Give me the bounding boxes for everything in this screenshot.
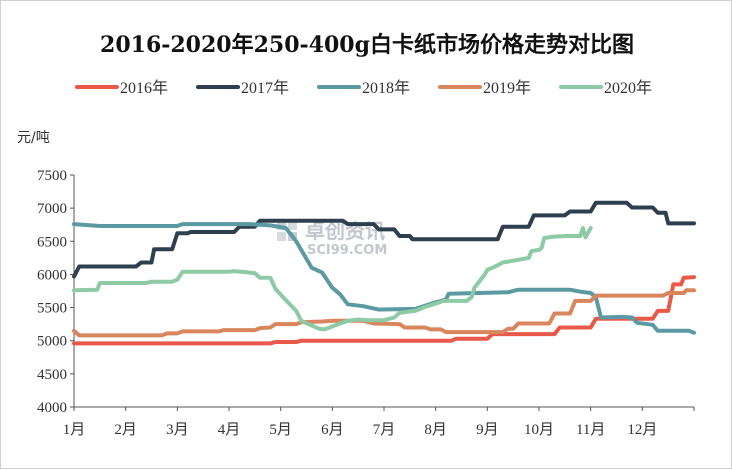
y-tick-label: 4500 xyxy=(37,367,67,383)
series-layer xyxy=(72,200,696,346)
y-tick-label: 5000 xyxy=(37,334,67,350)
y-tick-label: 6000 xyxy=(37,267,67,283)
series-line-2 xyxy=(72,200,696,279)
y-tick-label: 7000 xyxy=(37,201,67,217)
series-line-4 xyxy=(72,288,696,338)
legend-label: 2016年 xyxy=(120,79,168,97)
watermark-en-text: SCI99.COM xyxy=(307,243,387,258)
x-tick-label: 9月 xyxy=(476,422,499,438)
x-tick-label: 8月 xyxy=(424,422,447,438)
series-line-5 xyxy=(72,226,593,332)
x-tick-label: 11月 xyxy=(576,422,605,438)
legend-label: 2020年 xyxy=(604,79,652,97)
x-tick-label: 2月 xyxy=(114,422,137,438)
axes xyxy=(73,175,694,408)
legend-label: 2018年 xyxy=(362,79,410,97)
x-tick-label: 4月 xyxy=(218,422,241,438)
x-tick-label: 10月 xyxy=(524,422,554,438)
y-tick-label: 4000 xyxy=(37,400,67,416)
x-axis-ticks: 1月 2月 3月 4月 5月 6月 7月 8月 9月 10月 11月 12月 xyxy=(63,407,695,438)
y-axis-unit-label: 元/吨 xyxy=(17,130,50,146)
x-tick-label: 1月 xyxy=(63,422,86,438)
x-tick-label: 3月 xyxy=(166,422,189,438)
x-tick-label: 12月 xyxy=(627,422,657,438)
x-tick-label: 6月 xyxy=(321,422,344,438)
legend-label: 2017年 xyxy=(241,79,289,97)
y-tick-label: 7500 xyxy=(37,168,67,184)
legend: 2016年 2017年 2018年 2019年 2020年 xyxy=(75,79,652,97)
x-tick-label: 5月 xyxy=(269,422,292,438)
chart-title: 2016-2020年250-400g白卡纸市场价格走势对比图 xyxy=(100,32,634,58)
y-axis-ticks: 4000 4500 5000 5500 6000 6500 7000 7500 xyxy=(37,168,74,416)
y-tick-label: 5500 xyxy=(37,301,67,317)
y-tick-label: 6500 xyxy=(37,234,67,250)
x-tick-label: 7月 xyxy=(373,422,396,438)
legend-label: 2019年 xyxy=(483,79,531,97)
series-line-1 xyxy=(72,275,696,346)
